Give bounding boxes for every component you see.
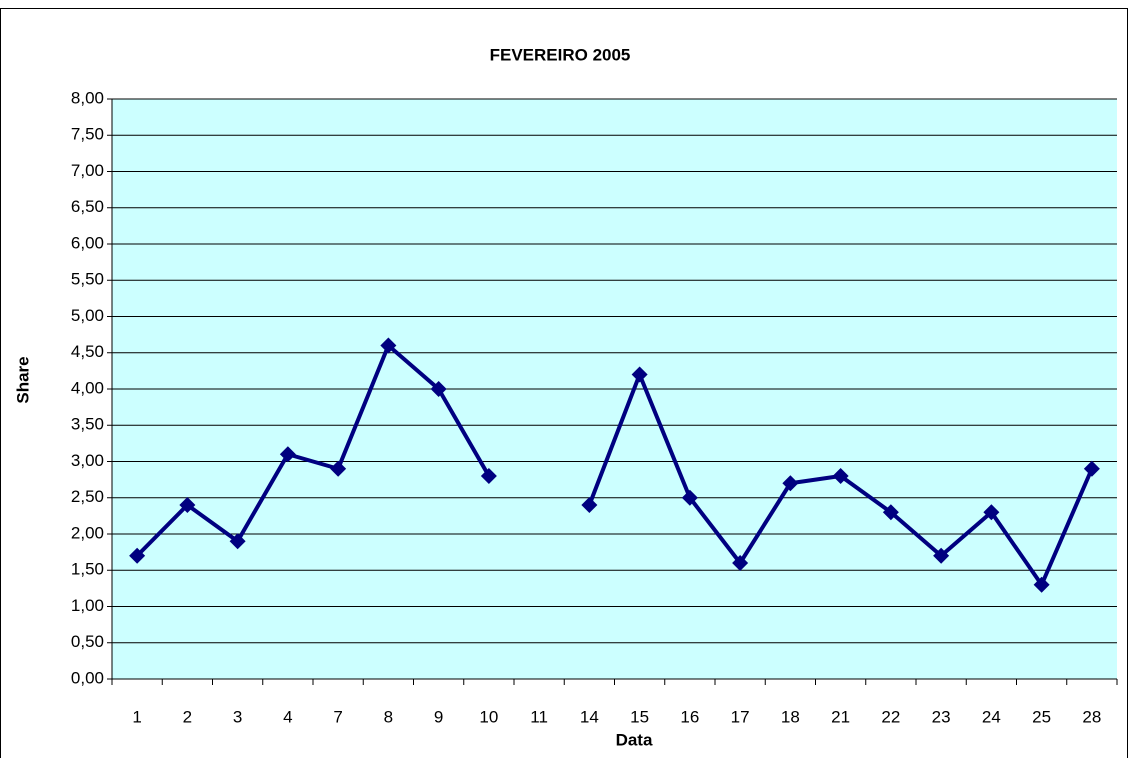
x-tick-label: 15 (630, 707, 649, 726)
data-point (782, 475, 799, 492)
data-point (1083, 460, 1100, 477)
data-point (330, 460, 347, 477)
data-point (480, 468, 497, 484)
y-tick-label: 0,00 (71, 668, 104, 687)
y-tick-label: 1,00 (71, 596, 104, 615)
data-point (832, 468, 849, 484)
x-tick-label: 25 (1032, 707, 1051, 726)
data-point (430, 381, 447, 397)
y-tick-label: 7,00 (71, 161, 104, 180)
y-tick-label: 0,50 (71, 632, 104, 651)
x-tick-label: 23 (932, 707, 951, 726)
data-point (631, 366, 648, 383)
x-tick-label: 28 (1082, 707, 1101, 726)
y-tick-label: 3,50 (71, 415, 104, 434)
y-tick-label: 7,50 (71, 125, 104, 144)
y-tick-label: 2,50 (71, 487, 104, 506)
x-tick-label: 24 (982, 707, 1001, 726)
data-point (581, 497, 598, 513)
x-tick-label: 4 (283, 707, 292, 726)
data-point (179, 497, 196, 513)
data-point (681, 489, 698, 506)
x-tick-label: 3 (233, 707, 242, 726)
y-tick-label: 4,00 (71, 378, 104, 397)
x-tick-label: 2 (183, 707, 192, 726)
y-tick-label: 4,50 (71, 342, 104, 361)
x-tick-label: 18 (781, 707, 800, 726)
x-tick-label: 10 (479, 707, 498, 726)
y-tick-label: 5,00 (71, 306, 104, 325)
data-point (129, 547, 146, 564)
data-point (732, 555, 749, 571)
data-point (380, 337, 397, 354)
x-tick-label: 14 (580, 707, 599, 726)
y-tick-label: 8,00 (71, 88, 104, 107)
data-point (1033, 576, 1050, 593)
x-tick-label: 7 (333, 707, 342, 726)
data-point (279, 446, 296, 463)
x-tick-label: 21 (831, 707, 850, 726)
data-point (983, 504, 1000, 521)
chart-title: FEVEREIRO 2005 (490, 45, 631, 64)
y-axis-label: Share (13, 356, 32, 403)
x-tick-label: 22 (881, 707, 900, 726)
y-tick-label: 1,50 (71, 560, 104, 579)
x-tick-label: 9 (434, 707, 443, 726)
x-tick-label: 11 (530, 707, 548, 726)
x-axis-label: Data (616, 730, 653, 749)
y-tick-label: 3,00 (71, 451, 104, 470)
y-tick-label: 5,50 (71, 270, 104, 289)
data-point (229, 533, 246, 550)
data-point (882, 504, 899, 521)
x-tick-label: 8 (384, 707, 393, 726)
x-tick-label: 1 (132, 707, 141, 726)
y-tick-label: 6,00 (71, 233, 104, 252)
x-tick-label: 16 (680, 707, 699, 726)
x-tick-label: 17 (731, 707, 750, 726)
y-tick-label: 2,00 (71, 523, 104, 542)
data-point (933, 547, 950, 564)
y-tick-label: 6,50 (71, 197, 104, 216)
